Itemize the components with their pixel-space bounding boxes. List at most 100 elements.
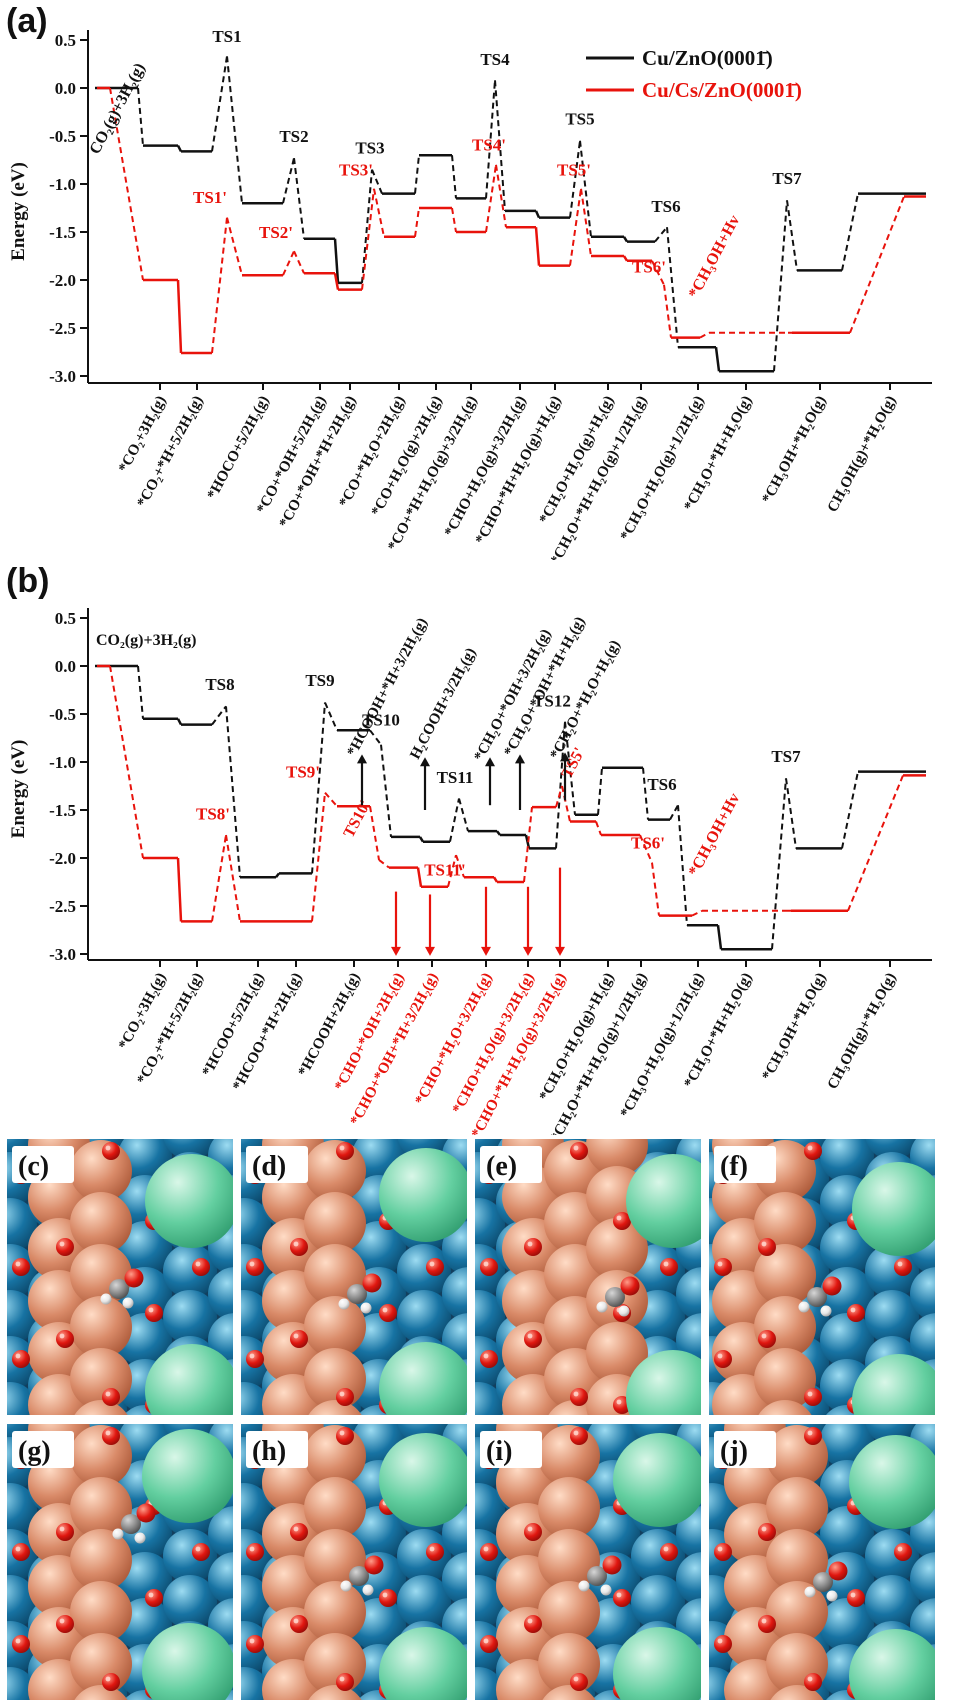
panel-b-label: (b): [6, 562, 50, 600]
axes: 0.5 0.0 -0.5 -1.0 -1.5 -2.0 -2.5 -3.0 Energy (eV…: [8, 608, 932, 964]
annotation: *CH₃OH+Hv: [686, 791, 744, 880]
structure-image: (e): [475, 1139, 701, 1415]
ts-label: TS3': [339, 160, 373, 179]
series-red-solid: [97, 86, 926, 355]
cesium-atoms: [849, 1434, 935, 1700]
series-red-dashed: [109, 665, 904, 922]
structure-image: (d): [241, 1139, 467, 1415]
hydrogen-atom: [134, 1532, 146, 1543]
arrow-head-icon: [420, 757, 430, 767]
energy-diagram-panel-a: 0.5 0.0 -0.5 -1.0 -1.5 -2.0 -2.5 -3.0 Energy (eV…: [0, 0, 953, 560]
y-axis-title: Energy (eV): [8, 740, 29, 839]
ts-labels: TS1 TS2 TS3 TS4 TS5 TS6 TS7 TS1' TS2' TS3' TS4' TS5…: [193, 27, 802, 276]
ts-label: TS4: [480, 50, 510, 69]
cesium-atoms: [626, 1154, 701, 1415]
structure-image: (j): [709, 1423, 935, 1700]
oxygen-atom: [136, 1503, 156, 1522]
ts-label: TS7: [771, 747, 801, 766]
ts-label: TS1: [212, 27, 241, 46]
hydrogen-atom: [600, 1584, 612, 1595]
x-tick-label: CH₃OH(g)+*H₂O(g): [825, 393, 900, 515]
hydrogen-atom: [338, 1298, 350, 1310]
hydrogen-atom: [826, 1590, 838, 1601]
hydrogen-atom: [122, 1297, 134, 1309]
oxygen-atom: [124, 1268, 144, 1288]
structure-panel-letter: (j): [714, 1430, 776, 1468]
series-red-solid: [97, 664, 926, 923]
structure-panel-letter: (c): [12, 1146, 74, 1183]
y-tick-label: 0.5: [55, 609, 76, 628]
ts-label: TS12: [533, 691, 571, 710]
y-tick-label: -1.0: [49, 175, 76, 194]
carbon-atom: [349, 1565, 369, 1586]
annotation: TS10': [341, 797, 375, 840]
copper-atoms: [496, 1423, 600, 1700]
y-tick-label: -0.5: [49, 127, 76, 146]
hydrogen-atom: [100, 1293, 112, 1305]
ts-label: TS11': [424, 860, 466, 879]
svg-text:(d): (d): [252, 1151, 286, 1182]
x-axis-labels: *CO₂+3H₂(g)*CO₂+*H+5/2H₂(g)*HOCO+5/2H₂(g…: [116, 383, 900, 560]
y-tick-label: -1.0: [49, 753, 76, 772]
arrow-head-icon: [523, 946, 533, 956]
y-axis-title: Energy (eV): [8, 162, 29, 261]
ts-label: TS10: [362, 711, 400, 730]
oxygen-atom: [362, 1273, 382, 1293]
arrow-head-icon: [357, 754, 367, 764]
structure-panel-f: (f): [709, 1139, 935, 1415]
y-tick-label: 0.0: [55, 657, 76, 676]
svg-text:(c): (c): [18, 1151, 49, 1182]
cesium-atoms: [613, 1432, 701, 1700]
x-tick-label: CH₃OH(g)+*H₂O(g): [825, 970, 900, 1092]
y-tick-label: -3.0: [49, 367, 76, 386]
adsorbate-molecule: [340, 1555, 384, 1595]
structure-panel-letter: (h): [246, 1430, 308, 1468]
annotation: CO₂(g)+3H₂(g): [96, 632, 196, 649]
annotation: *CH₃OH+Hv: [686, 213, 744, 302]
y-tick-label: -1.5: [49, 801, 76, 820]
ts-label: TS8: [205, 675, 234, 694]
energy-diagram-panel-b: 0.5 0.0 -0.5 -1.0 -1.5 -2.0 -2.5 -3.0 Energy (eV…: [0, 560, 953, 1135]
carbon-atom: [109, 1279, 129, 1299]
ts-label: TS2': [259, 223, 293, 242]
ts-label: TS6: [651, 197, 680, 216]
svg-text:(f): (f): [720, 1151, 748, 1182]
panel-a-label: (a): [6, 2, 48, 40]
series-black-solid: [95, 86, 926, 373]
x-tick-label: *CH₃OH+*H₂O(g): [759, 970, 829, 1083]
y-tick-label: -2.0: [49, 271, 76, 290]
arrow-head-icon: [555, 946, 565, 956]
legend-label: Cu/Cs/ZnO(0001̄): [642, 78, 802, 102]
structure-panel-i: (i): [475, 1423, 701, 1700]
axes: 0.5 0.0 -0.5 -1.0 -1.5 -2.0 -2.5 -3.0 Energy (eV…: [8, 30, 932, 386]
structure-panels-grid: (c) (d) (e) (f) (g) (h) (i) (j): [0, 1135, 953, 1704]
adsorbate-molecule: [100, 1268, 144, 1309]
structure-panel-letter: (i): [480, 1430, 542, 1468]
structure-panel-letter: (f): [714, 1146, 776, 1183]
oxygen-atoms: [480, 1142, 678, 1414]
series-black-dashed: [137, 665, 859, 950]
structure-panel-g: (g): [7, 1423, 233, 1700]
arrow-head-icon: [425, 946, 435, 956]
oxygen-atom: [822, 1276, 842, 1296]
carbon-atom: [121, 1513, 141, 1534]
structure-panel-j: (j): [709, 1423, 935, 1700]
carbon-atom: [807, 1287, 827, 1307]
arrow-head-icon: [560, 752, 570, 762]
hydrogen-atom: [820, 1305, 832, 1317]
carbon-atom: [813, 1571, 833, 1592]
structure-panel-letter: (e): [480, 1146, 542, 1183]
hydrogen-atom: [360, 1302, 372, 1314]
arrow-head-icon: [515, 754, 525, 764]
series-black-dashed: [137, 56, 859, 372]
carbon-atom: [605, 1287, 625, 1307]
structure-image: (g): [7, 1423, 233, 1700]
oxygen-atom: [620, 1276, 640, 1296]
structure-panel-e: (e): [475, 1139, 701, 1415]
hydrogen-atom: [804, 1586, 816, 1597]
carbon-atom: [587, 1565, 607, 1586]
y-tick-label: -0.5: [49, 705, 76, 724]
structure-image: (f): [709, 1139, 935, 1415]
energy-diagram-a-svg: 0.5 0.0 -0.5 -1.0 -1.5 -2.0 -2.5 -3.0 Energy (eV…: [8, 27, 932, 560]
hydrogen-atom: [596, 1301, 608, 1313]
